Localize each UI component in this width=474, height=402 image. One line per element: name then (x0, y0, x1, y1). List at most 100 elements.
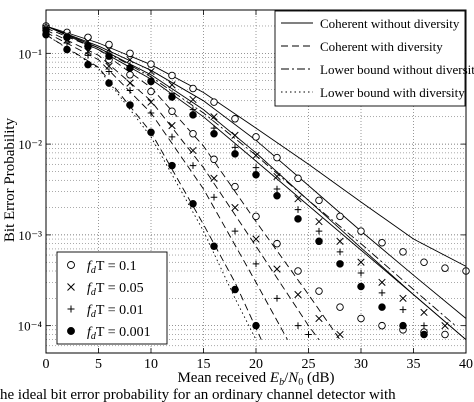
marker-circle-open (294, 174, 302, 183)
marker-circle-filled (168, 161, 176, 170)
marker-plus (420, 322, 428, 329)
marker-x (67, 283, 75, 291)
marker-x (210, 174, 218, 182)
marker-circle-filled (189, 111, 197, 119)
x-tick-label: 35 (407, 357, 421, 372)
marker-circle-filled (315, 237, 323, 246)
marker-circle-open (105, 40, 113, 49)
marker-circle-open (420, 258, 428, 266)
marker-circle-open (210, 155, 218, 164)
marker-x (315, 314, 323, 323)
marker-plus (210, 193, 218, 201)
legend-label: fdT = 0.001 (87, 325, 151, 342)
x-tick-label: 15 (197, 357, 211, 372)
marker-x (336, 330, 344, 339)
marker-plus (189, 162, 197, 169)
y-tick-label: 10⁻⁴ (18, 319, 43, 334)
marker-circle-filled (63, 33, 71, 42)
marker-x (273, 172, 281, 181)
marker-plus (399, 306, 407, 313)
figure-caption: he ideal bit error probability for an or… (0, 388, 396, 402)
marker-plus (273, 185, 281, 193)
legend-box (56, 251, 168, 345)
marker-x (441, 322, 449, 330)
legend-label: fdT = 0.05 (87, 281, 144, 298)
curve-dotted (45, 34, 257, 340)
marker-circle-open (189, 130, 197, 138)
marker-circle-open (252, 212, 260, 221)
marker-plus (294, 206, 302, 213)
marker-plus (105, 68, 113, 75)
marker-x (231, 203, 239, 212)
curve-lines (45, 25, 467, 341)
marker-plus (305, 331, 312, 338)
marker-circle-open (378, 321, 386, 330)
marker-circle-open (357, 227, 365, 235)
marker-circle-filled (147, 128, 155, 137)
marker-circle-filled (168, 93, 176, 101)
legend-fdt-markers: fdT = 0.1 fdT = 0.05 fdT = 0.01 fdT = 0.001 (56, 251, 168, 345)
marker-circle-filled (210, 242, 218, 250)
curve-dashed (45, 34, 262, 340)
marker-circle-open (378, 238, 386, 247)
x-axis-label: Mean received Eb/N0 (dB) (177, 370, 334, 388)
marker-x (168, 121, 176, 130)
marker-x (84, 47, 92, 56)
marker-x (252, 235, 260, 243)
marker-circle-filled (63, 45, 71, 54)
marker-circle-filled (84, 60, 92, 69)
curve-solid (45, 25, 467, 267)
axis-ticks: 0 5 10 15 20 25 30 35 40 10⁻⁴ 10⁻³ 10⁻² 10⁻¹ (18, 10, 473, 372)
marker-circle-open (336, 303, 344, 311)
y-tick-label: 10⁻² (18, 137, 42, 152)
marker-x (189, 95, 197, 104)
marker-plus (231, 144, 239, 151)
marker-x (231, 131, 239, 139)
marker-x (420, 308, 428, 317)
curve-solid (45, 25, 467, 341)
marker-x (168, 81, 176, 89)
marker-plus (357, 269, 365, 277)
marker-circle-open (399, 248, 407, 256)
marker-circle-open (252, 133, 260, 141)
x-tick-label: 20 (249, 357, 263, 372)
legend-label: fdT = 0.01 (87, 303, 144, 320)
marker-x (399, 294, 407, 302)
ber-chart: 0 5 10 15 20 25 30 35 40 10⁻⁴ 10⁻³ 10⁻² 10⁻¹ Coheren… (2, 9, 474, 388)
marker-x (273, 265, 281, 273)
y-tick-label: 10⁻¹ (18, 46, 42, 61)
data-markers (42, 22, 470, 339)
marker-circle-filled (84, 42, 92, 50)
marker-circle-open (357, 314, 365, 323)
x-tick-label: 5 (95, 357, 102, 372)
x-tick-label: 0 (43, 357, 50, 372)
marker-x (336, 237, 344, 245)
y-axis-label: Bit Error Probability (2, 117, 18, 242)
marker-x (126, 56, 134, 64)
marker-circle-filled (105, 79, 113, 87)
marker-plus (378, 289, 386, 297)
marker-circle-filled (105, 52, 113, 60)
marker-circle-filled (273, 191, 281, 200)
marker-circle-filled (336, 260, 344, 268)
marker-x (210, 113, 218, 121)
marker-circle-filled (378, 303, 386, 311)
marker-x (294, 195, 302, 203)
x-tick-label: 40 (459, 357, 473, 372)
curve-dashed (45, 29, 320, 340)
marker-circle-open (336, 212, 344, 221)
marker-circle-open (168, 71, 176, 80)
marker-plus (273, 295, 281, 302)
marker-plus (84, 52, 92, 59)
marker-plus (252, 260, 260, 268)
marker-circle-open (168, 107, 176, 116)
marker-circle-open (189, 84, 197, 93)
marker-circle-filled (420, 330, 428, 339)
legend-box (274, 10, 466, 107)
marker-circle-filled (252, 170, 260, 179)
marker-x (147, 98, 155, 106)
curve-dashed (45, 27, 341, 340)
marker-plus (294, 322, 302, 329)
marker-circle-open (67, 261, 75, 269)
marker-circle-filled (399, 321, 407, 330)
